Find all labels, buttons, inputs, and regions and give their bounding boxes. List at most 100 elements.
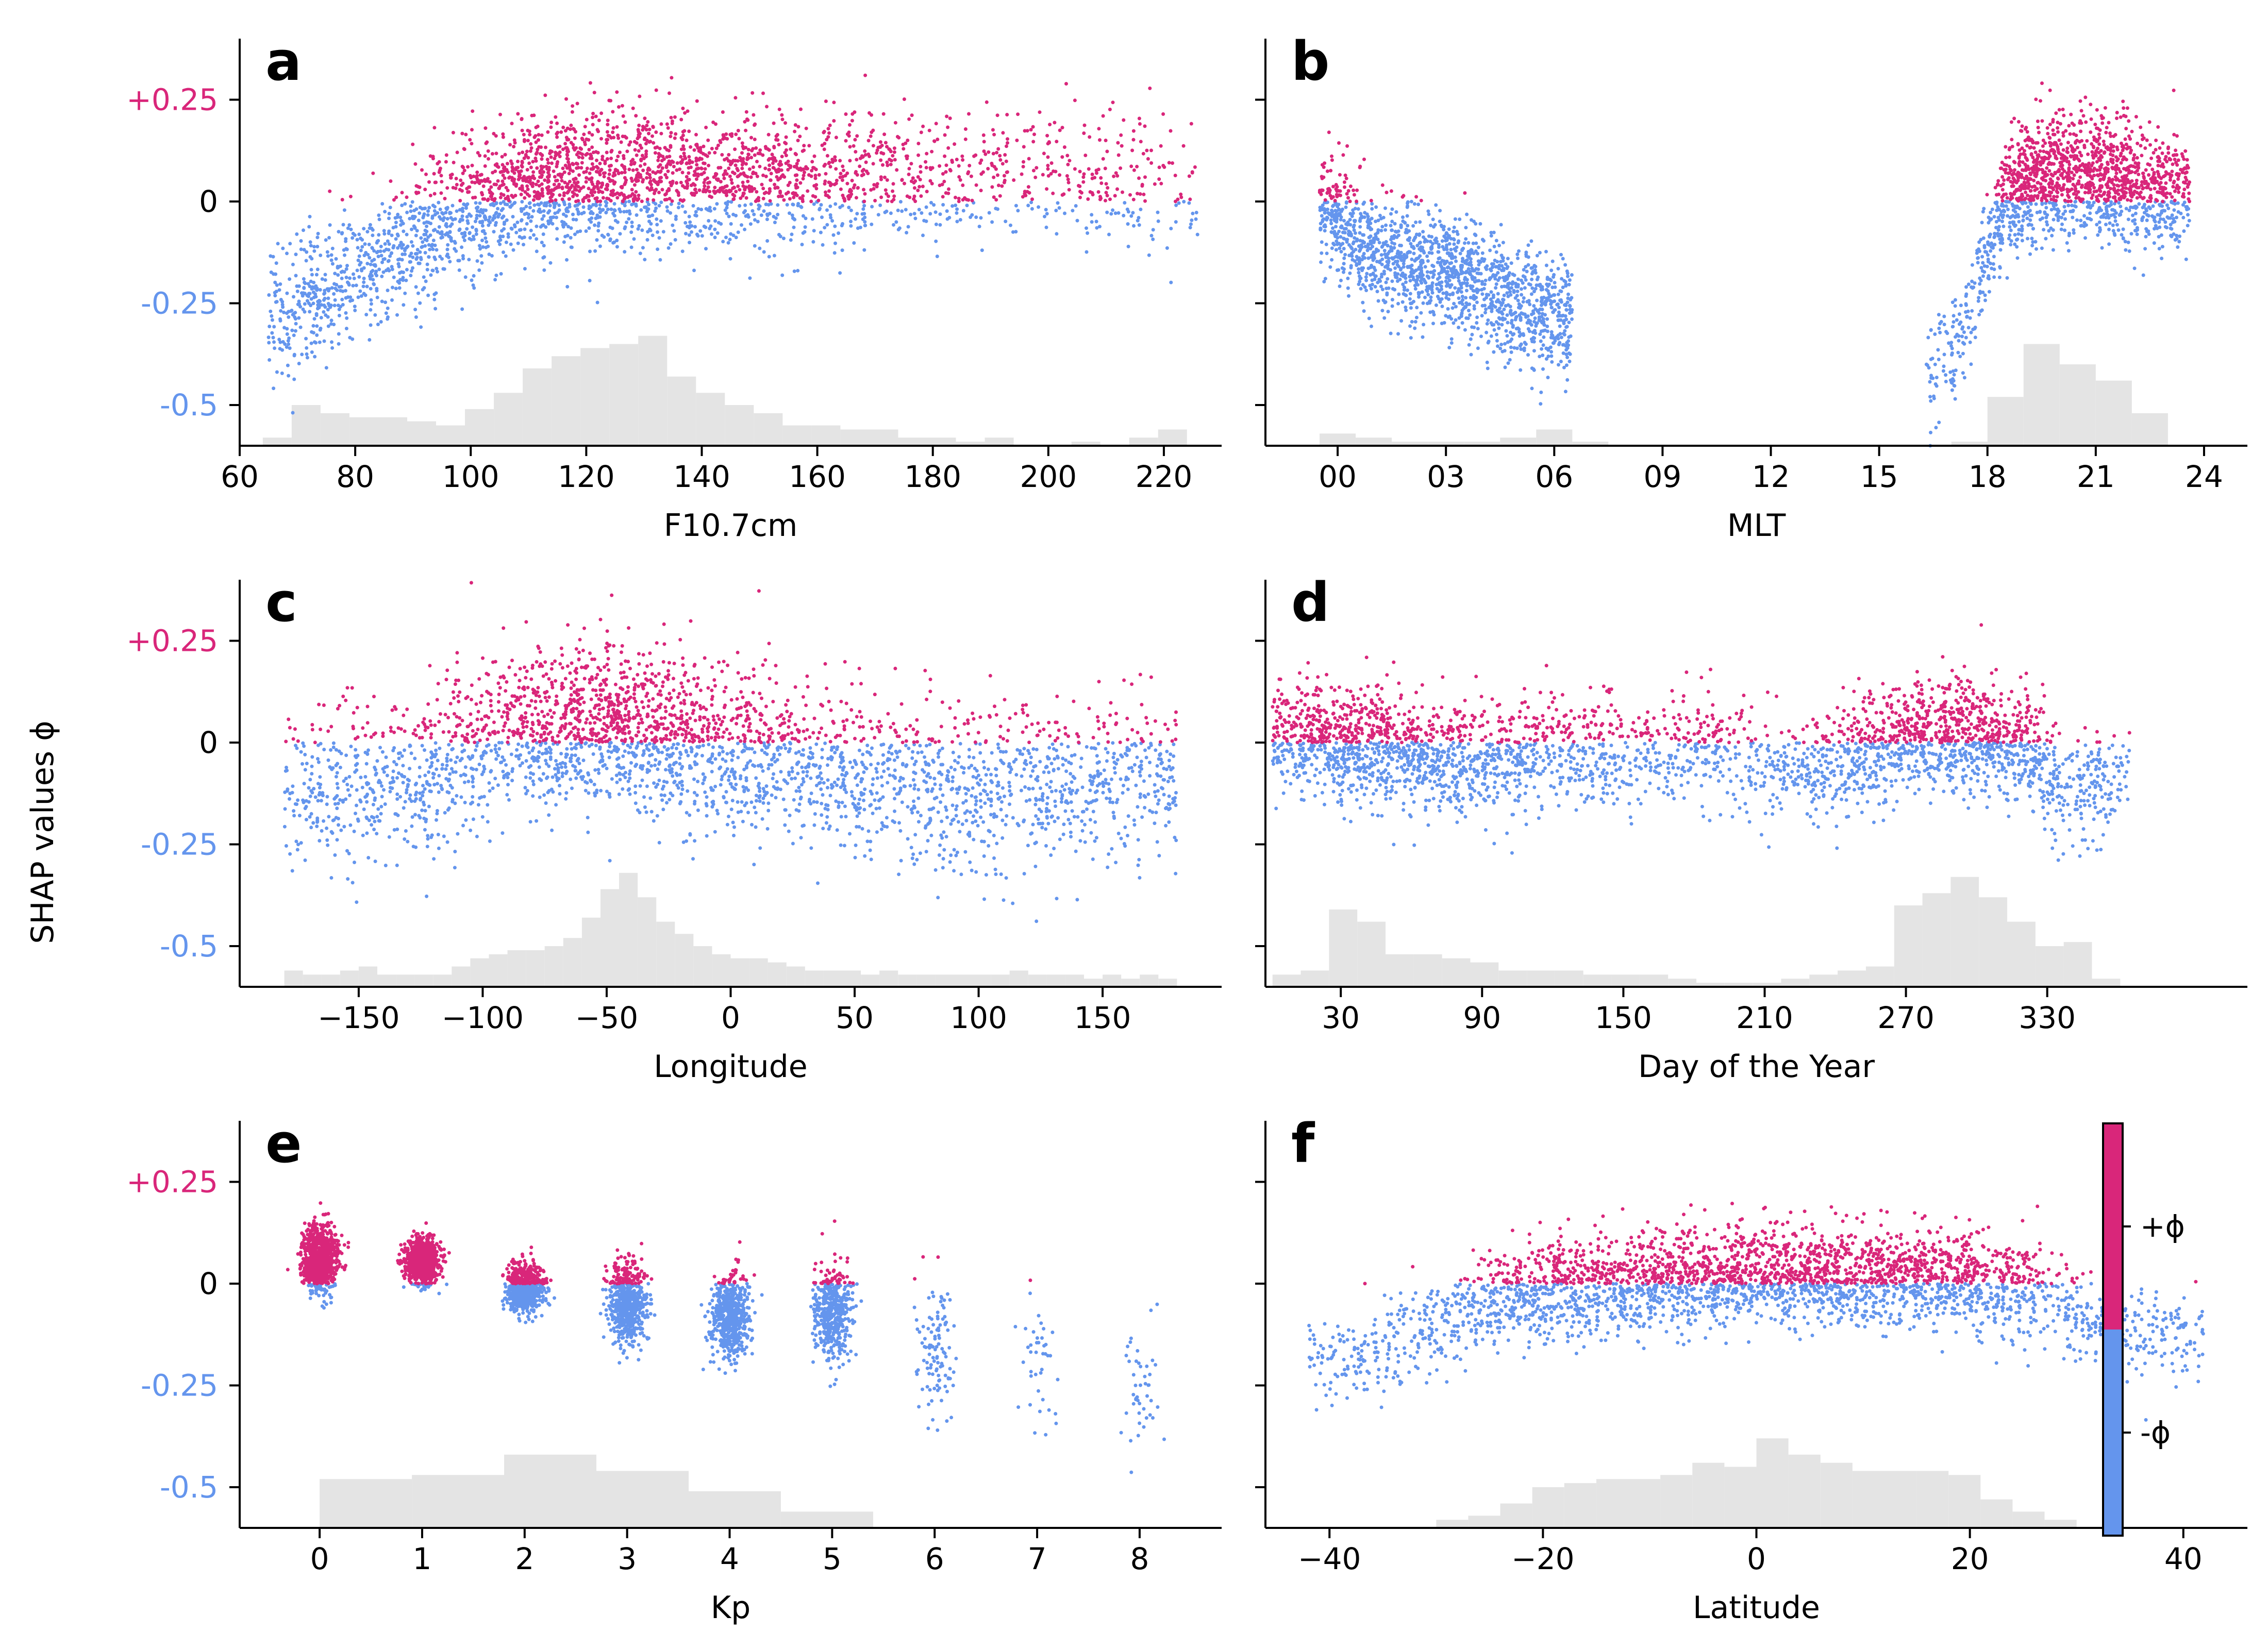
histogram-bar <box>1660 1475 1693 1528</box>
histogram-bar <box>504 1454 597 1528</box>
histogram-bar <box>489 954 508 987</box>
y-tick-label: +0.25 <box>126 624 218 659</box>
figure-ylabel: SHAP values ϕ <box>25 720 61 944</box>
x-tick-label: 4 <box>720 1541 739 1576</box>
histogram-bar <box>638 897 657 987</box>
x-tick-label: 0 <box>1747 1541 1766 1576</box>
histogram-bar <box>1129 438 1158 446</box>
histogram-bar <box>754 413 783 446</box>
panel-letter: b <box>1291 30 1329 93</box>
histogram-bar <box>544 946 563 987</box>
scatter-points-positive <box>1363 1202 2198 1286</box>
histogram-bar <box>262 438 292 446</box>
x-tick-label: 1 <box>413 1541 432 1576</box>
scatter-points-negative <box>282 741 1178 923</box>
histogram-bar <box>600 889 620 987</box>
x-tick-label: 21 <box>2077 459 2115 494</box>
histogram-bar <box>749 958 768 987</box>
histogram-bar <box>1781 979 1810 987</box>
x-tick-label: −50 <box>575 1000 638 1035</box>
histogram-bar <box>782 425 812 446</box>
panel-b: 00 03 06 09 12 15 18 21 24 MLT b <box>1255 30 2247 544</box>
x-tick-label: 18 <box>1969 459 2007 494</box>
y-tick-label: -0.5 <box>160 929 218 964</box>
y-tick-label: -0.5 <box>160 388 218 423</box>
histogram-bar <box>563 938 582 987</box>
x-tick-label: 180 <box>904 459 961 494</box>
x-tick-label: 2 <box>515 1541 534 1576</box>
histogram-bar <box>1071 442 1100 446</box>
histogram-bar <box>954 974 973 987</box>
histogram-bar <box>2007 921 2036 987</box>
histogram-bar <box>2044 1520 2077 1528</box>
histogram-bar <box>320 1479 412 1528</box>
scatter-points-positive <box>328 73 1197 204</box>
colorbar-label-positive: +ϕ <box>2140 1209 2185 1244</box>
histogram-bar <box>1498 970 1527 987</box>
x-tick-label: 8 <box>1130 1541 1149 1576</box>
histogram-bar <box>1084 979 1103 987</box>
histogram-bar <box>1470 962 1499 987</box>
x-axis-label: Day of the Year <box>1638 1049 1875 1085</box>
histogram-bar <box>1158 979 1177 987</box>
histogram-bar <box>1753 983 1781 987</box>
histogram-bar <box>2035 946 2064 987</box>
histogram-bar <box>2131 413 2168 446</box>
histogram-bar <box>898 974 917 987</box>
histogram-bar <box>470 958 489 987</box>
histogram-bar <box>1756 1438 1789 1528</box>
x-axis-label: Kp <box>711 1590 751 1626</box>
histogram-bar <box>396 974 415 987</box>
histogram-bar <box>693 946 712 987</box>
histogram-bar <box>1628 1479 1661 1528</box>
x-tick-label: 06 <box>1535 459 1573 494</box>
panel-letter: d <box>1291 571 1329 634</box>
x-axis-label: Longitude <box>654 1049 807 1085</box>
histogram-bar <box>1865 966 1894 987</box>
histogram-bar <box>725 405 754 446</box>
histogram-bar <box>1948 1475 1981 1528</box>
histogram-bar <box>1121 979 1140 987</box>
histogram-bar <box>526 950 545 987</box>
y-tick-label: +0.25 <box>126 1165 218 1200</box>
histogram-bar <box>675 934 694 987</box>
histogram-bar <box>927 438 956 446</box>
histogram-bar <box>1838 970 1866 987</box>
x-tick-label: −40 <box>1298 1541 1361 1576</box>
histogram-bar <box>358 966 377 987</box>
x-tick-label: 160 <box>789 459 846 494</box>
x-tick-label: 6 <box>925 1541 944 1576</box>
histogram-bar <box>1980 1499 2013 1528</box>
histogram-bar <box>935 974 954 987</box>
x-axis-label: F10.7cm <box>664 508 798 544</box>
histogram-bar <box>1357 921 1386 987</box>
histogram-bar <box>1668 979 1697 987</box>
histogram-bar <box>340 970 359 987</box>
panel-letter: c <box>265 571 297 634</box>
scatter-points-negative <box>307 1282 1166 1474</box>
histogram-bar <box>879 970 898 987</box>
histogram-bar <box>696 393 725 446</box>
x-tick-label: 3 <box>618 1541 637 1576</box>
panel-c: +0.25 0 -0.25 -0.5 −150 −100 −50 0 50 100 150 Longi… <box>126 571 1222 1085</box>
x-tick-label: 100 <box>442 459 499 494</box>
histogram-bar <box>581 917 601 987</box>
histogram-bar <box>1987 397 2024 446</box>
histogram-bar <box>414 974 433 987</box>
x-tick-label: 60 <box>221 459 259 494</box>
histogram-bar <box>433 974 452 987</box>
x-tick-label: 7 <box>1028 1541 1047 1576</box>
x-tick-label: 200 <box>1020 459 1077 494</box>
x-axis-label: MLT <box>1727 508 1786 544</box>
x-tick-label: 0 <box>721 1000 740 1035</box>
histogram-bar <box>1555 970 1583 987</box>
histogram-bar <box>1724 1467 1757 1528</box>
x-tick-label: 150 <box>1595 1000 1652 1035</box>
histogram-bar <box>1428 442 1464 446</box>
x-tick-label: 40 <box>2164 1541 2203 1576</box>
x-tick-label: 90 <box>1463 1000 1501 1035</box>
x-tick-label: 12 <box>1752 459 1790 494</box>
histogram-bar <box>1442 958 1471 987</box>
histogram-bar <box>1009 970 1028 987</box>
